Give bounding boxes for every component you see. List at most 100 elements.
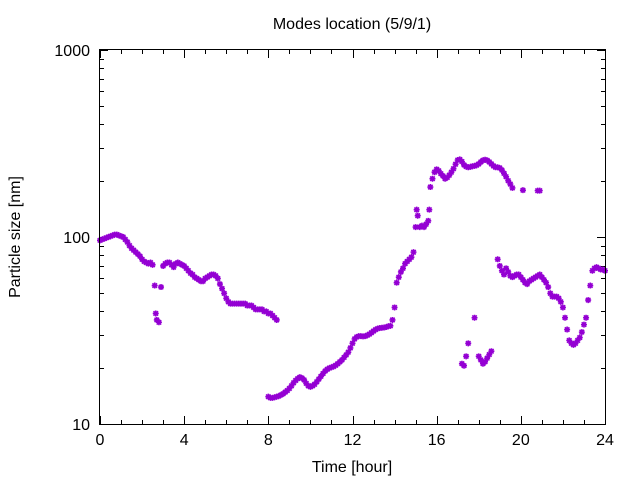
data-point — [286, 385, 293, 392]
data-point — [426, 206, 433, 213]
data-point — [452, 161, 459, 168]
data-point — [212, 272, 219, 279]
data-point — [538, 274, 545, 281]
data-point — [107, 233, 114, 240]
data-point — [536, 187, 543, 194]
data-point — [400, 265, 406, 272]
data-point — [412, 224, 419, 231]
data-point — [572, 340, 579, 347]
data-point — [585, 297, 592, 304]
data-point — [540, 276, 547, 283]
x-tick-label: 0 — [96, 432, 105, 449]
data-point — [463, 353, 470, 360]
plot-frame — [99, 49, 606, 425]
data-point — [524, 281, 531, 288]
data-point — [273, 316, 280, 323]
marks-layer — [97, 156, 608, 401]
data-point — [465, 340, 472, 347]
data-point — [303, 380, 310, 387]
data-point — [507, 181, 514, 188]
data-point — [151, 282, 158, 289]
data-point — [545, 284, 552, 291]
data-point — [391, 304, 398, 311]
data-point — [505, 177, 512, 184]
data-point — [341, 354, 348, 361]
data-point — [414, 212, 421, 219]
data-point — [152, 310, 159, 317]
data-point — [349, 340, 356, 347]
data-point — [338, 356, 345, 363]
y-axis-label: Particle size [nm] — [7, 176, 24, 298]
data-point — [427, 184, 434, 191]
data-point — [503, 173, 510, 180]
data-point — [555, 295, 562, 302]
data-point — [189, 271, 196, 278]
data-point — [450, 165, 457, 172]
data-point — [326, 365, 333, 372]
data-point — [435, 167, 442, 174]
ticks-layer: 0 4 8 12 16 20 24 10 100 1000 — [54, 43, 614, 449]
data-point — [557, 298, 564, 305]
data-point — [448, 169, 455, 176]
data-point — [566, 337, 573, 344]
data-point — [221, 290, 228, 297]
x-tick-label: 20 — [512, 432, 530, 449]
data-point — [498, 267, 505, 274]
data-point — [219, 285, 226, 292]
data-point — [564, 326, 571, 333]
data-point — [214, 275, 221, 282]
data-point — [421, 224, 428, 231]
data-point — [124, 239, 131, 246]
x-tick-label: 4 — [180, 432, 189, 449]
data-point — [547, 290, 554, 297]
data-point — [126, 242, 133, 249]
data-point — [101, 235, 108, 242]
data-point — [183, 265, 190, 272]
data-point — [446, 172, 453, 179]
data-point — [501, 271, 507, 278]
data-point — [494, 256, 501, 263]
data-point — [486, 351, 493, 358]
data-point — [536, 271, 543, 278]
x-tick-label: 24 — [596, 432, 614, 449]
data-point — [505, 268, 512, 275]
data-point — [120, 234, 127, 240]
data-point — [587, 282, 594, 289]
data-point — [519, 187, 526, 194]
data-point — [498, 167, 505, 174]
data-point — [345, 349, 352, 356]
data-point — [362, 333, 369, 340]
chart-title: Modes location (5/9/1) — [273, 16, 431, 33]
data-point — [439, 172, 446, 179]
data-point — [290, 379, 297, 386]
data-point — [389, 316, 396, 323]
data-point — [288, 382, 295, 389]
data-point — [223, 295, 230, 302]
x-tick-label: 16 — [428, 432, 446, 449]
data-point — [576, 334, 583, 341]
data-point — [574, 337, 581, 344]
data-point — [122, 236, 129, 243]
data-point — [461, 362, 468, 369]
data-point — [501, 170, 507, 177]
data-point — [429, 175, 436, 182]
data-point — [484, 355, 491, 362]
data-point — [397, 268, 404, 275]
data-point — [425, 217, 432, 224]
data-point — [118, 233, 125, 240]
y-tick-label: 100 — [63, 230, 90, 247]
data-point — [589, 267, 596, 274]
data-point — [458, 158, 465, 165]
data-point — [482, 358, 489, 365]
data-point — [517, 274, 524, 281]
x-axis-label: Time [hour] — [312, 459, 392, 476]
x-tick-label: 12 — [344, 432, 362, 449]
data-point — [105, 234, 112, 240]
data-point — [543, 279, 550, 286]
data-point — [496, 262, 503, 269]
data-point — [347, 344, 354, 351]
data-point — [149, 261, 156, 268]
data-point — [562, 314, 569, 321]
data-point — [410, 249, 417, 256]
